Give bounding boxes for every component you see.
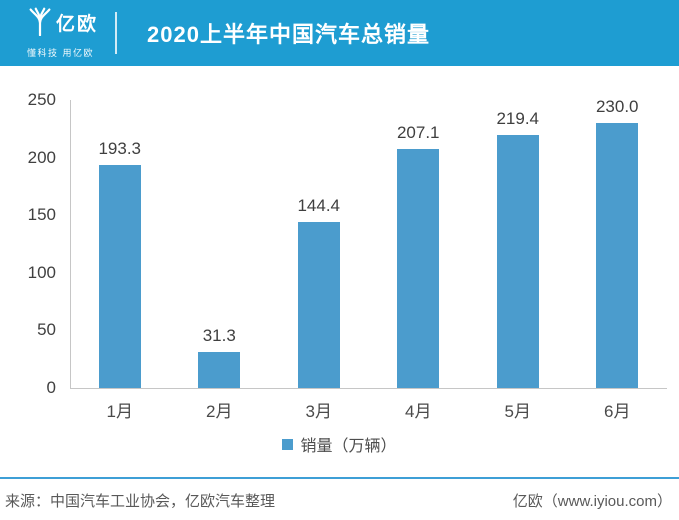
logo-text: 亿欧 xyxy=(56,13,99,35)
yiou-logo-icon xyxy=(27,7,53,41)
y-tick-label: 50 xyxy=(37,320,56,340)
chart-bar xyxy=(297,221,340,388)
x-category-label: 2月 xyxy=(206,402,233,421)
logo: 亿欧 懂科技 用亿欧 xyxy=(27,7,113,59)
y-tick-label: 100 xyxy=(27,262,56,282)
y-tick-label: 250 xyxy=(27,90,56,109)
x-category-label: 3月 xyxy=(305,402,332,421)
header: 亿欧 懂科技 用亿欧 2020上半年中国汽车总销量 xyxy=(0,0,679,66)
footer: 来源：中国汽车工业协会，亿欧汽车整理 亿欧（www.iyiou.com） xyxy=(0,477,679,520)
y-tick-label: 0 xyxy=(46,378,56,397)
y-tick-label: 200 xyxy=(27,147,56,167)
x-category-label: 4月 xyxy=(405,402,432,421)
chart-title: 2020上半年中国汽车总销量 xyxy=(147,22,430,47)
chart-bar xyxy=(198,351,241,388)
y-axis-line xyxy=(70,100,71,388)
y-tick-label: 150 xyxy=(27,205,56,225)
bar-value-label: 31.3 xyxy=(202,325,236,345)
x-axis-line xyxy=(70,388,667,389)
legend-swatch xyxy=(282,438,294,450)
chart-bar xyxy=(98,165,141,388)
chart-bar xyxy=(496,135,539,388)
bar-value-label: 207.1 xyxy=(396,123,440,143)
bar-value-label: 144.4 xyxy=(297,195,341,215)
chart-bar xyxy=(397,149,440,388)
x-category-label: 5月 xyxy=(504,402,531,421)
bar-value-label: 230.0 xyxy=(595,97,639,117)
bar-value-label: 193.3 xyxy=(98,139,142,159)
logo-tagline: 懂科技 用亿欧 xyxy=(27,48,95,58)
chart-bar xyxy=(596,123,639,388)
bar-value-label: 219.4 xyxy=(496,109,540,129)
legend-label: 销量（万辆） xyxy=(300,438,397,455)
brand-text: 亿欧（www.iyiou.com） xyxy=(512,493,672,510)
x-category-label: 1月 xyxy=(106,402,133,421)
chart-legend: 销量（万辆） xyxy=(0,432,679,456)
x-category-label: 6月 xyxy=(604,402,631,421)
header-divider xyxy=(115,12,117,54)
source-text: 来源：中国汽车工业协会，亿欧汽车整理 xyxy=(5,493,276,510)
